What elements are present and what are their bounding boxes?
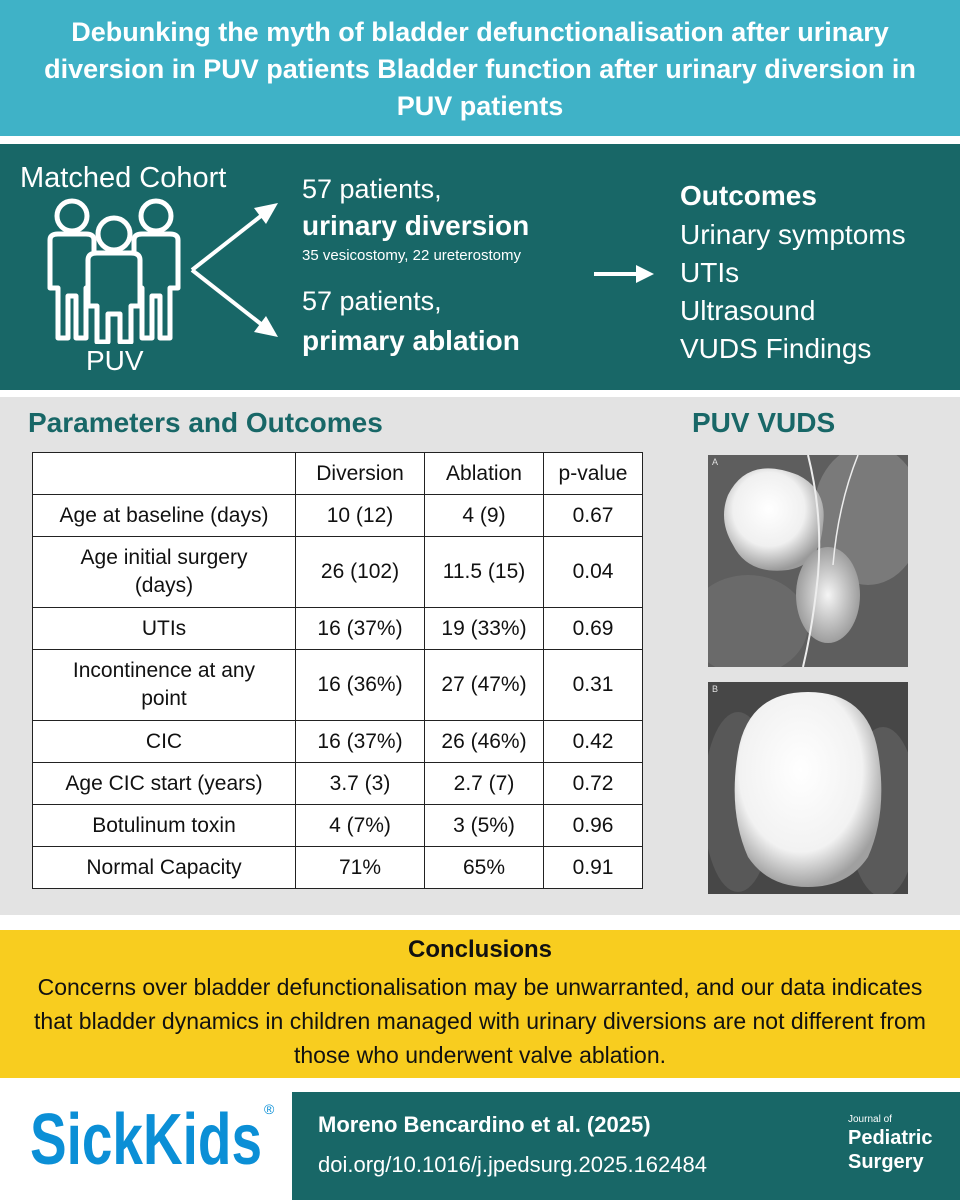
parameter-cell: CIC xyxy=(32,720,296,763)
table-row: Incontinence at any point 16 (36%) 27 (4… xyxy=(32,649,643,721)
diversion-cell: 3.7 (3) xyxy=(295,762,425,805)
condition-label: PUV xyxy=(86,345,144,376)
table-header-cell: Ablation xyxy=(424,452,544,495)
ablation-cell: 27 (47%) xyxy=(424,649,544,721)
p-value-cell: 0.67 xyxy=(543,494,643,537)
parameters-panel: Parameters and Outcomes PUV VUDS Diversi… xyxy=(0,397,960,915)
diversion-cell: 71% xyxy=(295,846,425,889)
cohort-label: Matched Cohort xyxy=(20,162,227,194)
citation-box: Moreno Bencardino et al. (2025) doi.org/… xyxy=(292,1092,960,1200)
split-arrow-icon xyxy=(190,203,278,337)
p-value-cell: 0.04 xyxy=(543,536,643,608)
ablation-cell: 11.5 (15) xyxy=(424,536,544,608)
p-value-cell: 0.31 xyxy=(543,649,643,721)
group-ablation-count: 57 patients, xyxy=(302,286,442,316)
registered-mark: ® xyxy=(264,1101,275,1117)
image-label: A xyxy=(712,457,719,467)
p-value-cell: 0.69 xyxy=(543,607,643,650)
group-diversion-type: urinary diversion xyxy=(302,210,530,241)
group-ablation-type: primary ablation xyxy=(302,325,520,356)
outcomes-heading: Outcomes xyxy=(680,180,817,211)
citation-doi[interactable]: doi.org/10.1016/j.jpedsurg.2025.162484 xyxy=(318,1152,707,1177)
parameter-cell: UTIs xyxy=(32,607,296,650)
outcome-item: VUDS Findings xyxy=(680,333,872,364)
group-diversion-count: 57 patients, xyxy=(302,174,442,204)
arrow-right-icon xyxy=(594,265,654,283)
table-row: Age CIC start (years) 3.7 (3) 2.7 (7) 0.… xyxy=(32,762,643,805)
outcome-item: Ultrasound xyxy=(680,295,816,326)
p-value-cell: 0.42 xyxy=(543,720,643,763)
diversion-cell: 16 (37%) xyxy=(295,607,425,650)
diversion-cell: 16 (36%) xyxy=(295,649,425,721)
p-value-cell: 0.91 xyxy=(543,846,643,889)
vuds-image-b: B xyxy=(708,682,908,894)
cohort-section: Matched Cohort PUV 57 patients, urinary … xyxy=(0,144,960,390)
ablation-cell: 26 (46%) xyxy=(424,720,544,763)
table-header-row: Diversion Ablation p-value xyxy=(32,452,643,495)
table-row: Age at baseline (days) 10 (12) 4 (9) 0.6… xyxy=(32,494,643,537)
diversion-cell: 26 (102) xyxy=(295,536,425,608)
ablation-cell: 4 (9) xyxy=(424,494,544,537)
people-group-icon xyxy=(47,198,181,344)
table-row: Botulinum toxin 4 (7%) 3 (5%) 0.96 xyxy=(32,804,643,847)
ablation-cell: 19 (33%) xyxy=(424,607,544,650)
parameters-heading: Parameters and Outcomes xyxy=(28,407,383,438)
results-table: Diversion Ablation p-value Age at baseli… xyxy=(32,452,643,889)
ablation-cell: 3 (5%) xyxy=(424,804,544,847)
table-row: Normal Capacity 71% 65% 0.91 xyxy=(32,846,643,889)
parameter-cell: Botulinum toxin xyxy=(32,804,296,847)
p-value-cell: 0.96 xyxy=(543,804,643,847)
sickkids-logo: SickKids ® xyxy=(30,1096,280,1181)
conclusions-text: Concerns over bladder defunctionalisatio… xyxy=(34,974,926,1068)
diversion-cell: 4 (7%) xyxy=(295,804,425,847)
parameter-cell: Incontinence at any point xyxy=(32,649,296,721)
table-header-cell xyxy=(32,452,296,495)
journal-name-line: Pediatric xyxy=(848,1127,933,1149)
table-row: CIC 16 (37%) 26 (46%) 0.42 xyxy=(32,720,643,763)
parameter-cell: Normal Capacity xyxy=(32,846,296,889)
outcome-item: Urinary symptoms xyxy=(680,219,906,250)
vuds-image-a: A xyxy=(708,455,908,667)
vuds-heading: PUV VUDS xyxy=(692,407,836,438)
parameter-cell: Age CIC start (years) xyxy=(32,762,296,805)
parameter-cell: Age at baseline (days) xyxy=(32,494,296,537)
table-header-cell: Diversion xyxy=(295,452,425,495)
table-row: UTIs 16 (37%) 19 (33%) 0.69 xyxy=(32,607,643,650)
diversion-cell: 10 (12) xyxy=(295,494,425,537)
journal-name-line: Journal of xyxy=(848,1114,892,1125)
outcome-item: UTIs xyxy=(680,257,740,288)
diversion-cell: 16 (37%) xyxy=(295,720,425,763)
citation-author: Moreno Bencardino et al. (2025) xyxy=(318,1112,651,1137)
group-diversion-detail: 35 vesicostomy, 22 ureterostomy xyxy=(302,247,521,264)
ablation-cell: 2.7 (7) xyxy=(424,762,544,805)
table-row: Age initial surgery (days) 26 (102) 11.5… xyxy=(32,536,643,608)
image-label: B xyxy=(712,684,719,694)
page-title: Debunking the myth of bladder defunction… xyxy=(44,17,916,121)
conclusions-heading: Conclusions xyxy=(407,936,552,963)
conclusions-section: Conclusions Concerns over bladder defunc… xyxy=(0,930,960,1078)
logo-text: SickKids xyxy=(30,1100,262,1176)
title-banner: Debunking the myth of bladder defunction… xyxy=(0,0,960,136)
p-value-cell: 0.72 xyxy=(543,762,643,805)
ablation-cell: 65% xyxy=(424,846,544,889)
journal-name-line: Surgery xyxy=(848,1151,924,1173)
parameter-cell: Age initial surgery (days) xyxy=(32,536,296,608)
table-header-cell: p-value xyxy=(543,452,643,495)
